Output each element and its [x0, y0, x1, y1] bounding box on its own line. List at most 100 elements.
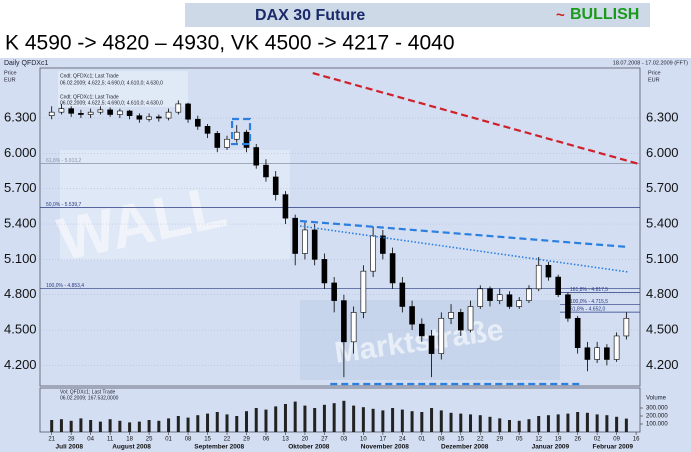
- volume-bar: [507, 420, 511, 432]
- volume-bar: [167, 418, 171, 432]
- x-tick-label: 26: [574, 437, 581, 443]
- candle-body: [428, 335, 435, 354]
- candle-body: [263, 164, 269, 178]
- volume-bar: [556, 414, 560, 432]
- x-tick-label: 15: [204, 437, 211, 443]
- volume-bar: [615, 416, 619, 432]
- volume-bar: [147, 420, 151, 432]
- month-label: September 2008: [194, 444, 244, 451]
- vol-tick-label: 200.000: [646, 414, 668, 420]
- y-tick-label: 6.300: [4, 109, 37, 124]
- header-bar: [185, 3, 650, 27]
- x-tick-label: 05: [516, 437, 523, 443]
- volume-bar: [361, 407, 365, 432]
- header-title: DAX 30 Future: [255, 7, 365, 24]
- candle-body: [594, 347, 600, 360]
- volume-bar: [176, 416, 180, 432]
- x-tick-label: 28: [68, 437, 75, 443]
- x-tick-label: 24: [399, 437, 406, 443]
- y-tick-label: 6.000: [646, 145, 679, 160]
- volume-bar: [469, 414, 473, 432]
- volume-bar: [449, 412, 453, 432]
- info-text: 06.02.2009; 4.622,5; 4.690,0; 4.610,0; 4…: [60, 100, 163, 106]
- fib-label: 100,0% - 4.715,5: [570, 299, 608, 305]
- candle-body: [341, 300, 347, 343]
- x-tick-label: 04: [87, 437, 94, 443]
- candle-body: [535, 264, 542, 290]
- month-label: Januar 2009: [532, 444, 570, 451]
- candle-body: [370, 235, 376, 272]
- volume-bar: [283, 404, 287, 432]
- candle-body: [185, 103, 191, 120]
- candle-body: [58, 108, 65, 113]
- candle-body: [360, 270, 367, 313]
- candle-body: [399, 282, 406, 307]
- month-label: Oktober 2008: [288, 444, 330, 451]
- volume-bar: [546, 415, 550, 432]
- volume-bar: [235, 416, 239, 432]
- y-tick-label: 5.700: [646, 180, 679, 195]
- candle-body: [623, 317, 630, 337]
- volume-bar: [595, 414, 599, 432]
- photo-patch: [60, 150, 290, 260]
- candle-body: [136, 115, 143, 120]
- volume-bar: [371, 408, 375, 432]
- x-tick-label: 01: [165, 437, 172, 443]
- volume-bar: [274, 406, 278, 432]
- volume-bar: [196, 415, 200, 432]
- candle-body: [380, 235, 386, 254]
- x-tick-label: 27: [321, 437, 328, 443]
- volume-bar: [264, 409, 268, 432]
- info-box: [58, 71, 188, 107]
- y-tick-label: 4.200: [4, 357, 37, 372]
- y-tick-label: 4.200: [646, 357, 679, 372]
- y-tick-label: 5.400: [4, 215, 37, 230]
- candle-body: [555, 276, 561, 296]
- volume-bar: [293, 401, 297, 432]
- candle-body: [438, 317, 445, 354]
- month-label: August 2008: [112, 444, 151, 451]
- volume-bar: [69, 420, 73, 432]
- candle-body: [467, 306, 474, 331]
- x-tick-label: 16: [633, 437, 640, 443]
- volume-bar: [108, 419, 112, 432]
- x-tick-label: 21: [48, 437, 55, 443]
- candle-body: [272, 176, 279, 195]
- x-tick-label: 17: [380, 437, 387, 443]
- currency: EUR: [4, 77, 16, 83]
- volume-bar: [459, 413, 463, 432]
- volume-bar: [254, 408, 258, 432]
- volume-bar: [420, 412, 424, 432]
- plot-frame: [39, 67, 641, 387]
- candle-body: [457, 312, 464, 331]
- volume-bar: [517, 420, 521, 432]
- x-tick-label: 02: [594, 437, 601, 443]
- volume-bar: [410, 411, 414, 432]
- y-tick-label: 4.800: [4, 286, 37, 301]
- x-tick-label: 22: [477, 437, 484, 443]
- volume-bar: [478, 415, 482, 432]
- candle-body: [496, 294, 503, 301]
- x-tick-label: 29: [243, 437, 250, 443]
- info-text: Vol; QFDXc1; Last Trade: [60, 389, 116, 395]
- info-text: 06.02.2009; 167.532,0000: [60, 395, 119, 401]
- volume-bar: [624, 418, 628, 432]
- volume-bar: [332, 403, 336, 432]
- candle-body: [321, 259, 328, 284]
- x-tick-label: 18: [126, 437, 133, 443]
- volume-bar: [537, 416, 541, 432]
- volume-bar: [352, 405, 356, 432]
- month-label: November 2008: [361, 444, 409, 451]
- candle-body: [331, 282, 337, 301]
- x-tick-label: 06: [263, 437, 270, 443]
- info-text: Cndl; QFDXc1; Last Trade: [60, 94, 119, 100]
- trend-line: [312, 72, 640, 166]
- fib-label: 61,8% - 4.652,0: [570, 306, 606, 312]
- candle-body: [253, 147, 260, 166]
- date-range: 18.07.2008 - 17.02.2009 (FFT): [613, 60, 688, 66]
- volume-bar: [566, 413, 570, 432]
- candle-body: [526, 288, 532, 301]
- x-tick-label: 01: [418, 437, 425, 443]
- candle-body: [574, 317, 581, 349]
